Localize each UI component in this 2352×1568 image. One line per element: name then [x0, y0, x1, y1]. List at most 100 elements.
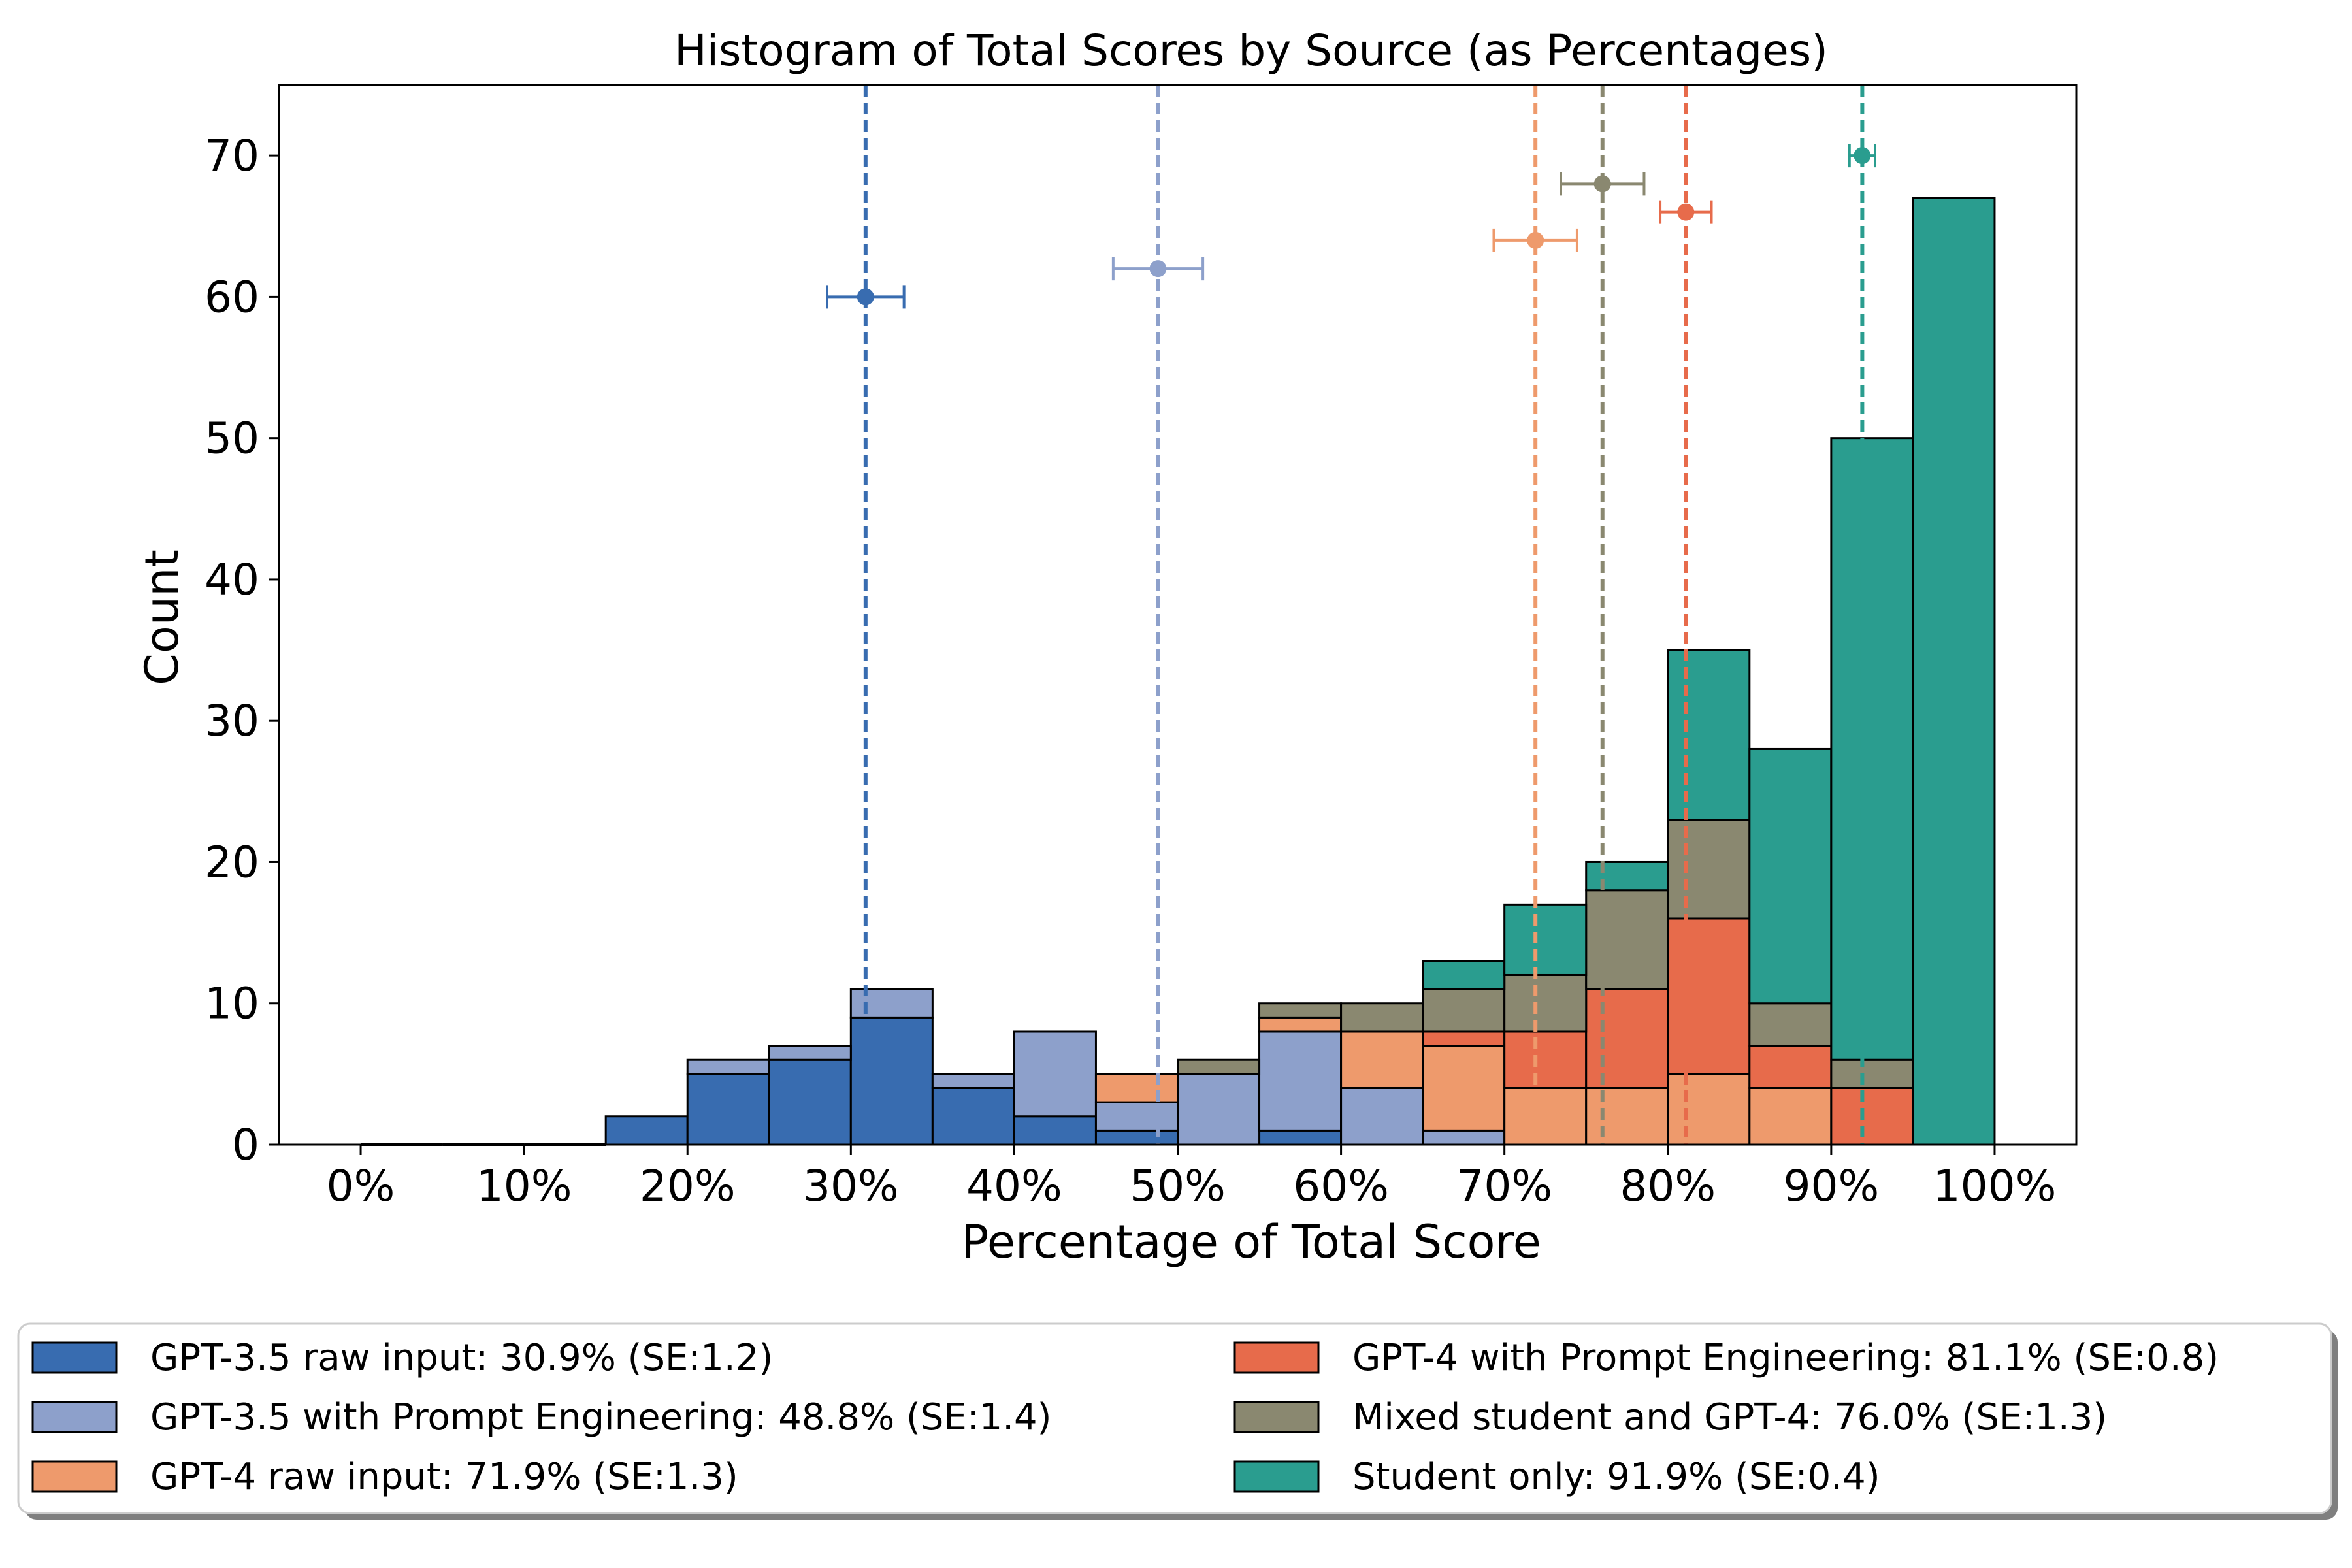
- y-tick-label: 20: [204, 837, 259, 887]
- y-tick-label: 10: [204, 979, 259, 1029]
- bar-gpt-4-raw-input: [1667, 1073, 1751, 1146]
- bar-student-only: [1503, 903, 1588, 976]
- legend-item-mixed-student-and-gpt-4: Mixed student and GPT-4: 76.0% (SE:1.3): [1233, 1396, 2107, 1439]
- legend-label: GPT-4 raw input: 71.9% (SE:1.3): [150, 1456, 738, 1498]
- legend-item-gpt-4-with-prompt-engineering: GPT-4 with Prompt Engineering: 81.1% (SE…: [1233, 1337, 2219, 1379]
- chart-title: Histogram of Total Scores by Source (as …: [674, 25, 1828, 76]
- y-axis-label: Count: [135, 549, 189, 685]
- bar-mixed-student-and-gpt-4: [1340, 1002, 1424, 1033]
- mean-marker: [1593, 175, 1611, 193]
- x-tick-label: 40%: [966, 1161, 1062, 1211]
- bar-gpt-3-5-with-prompt-engineering: [1094, 1101, 1179, 1132]
- mean-marker: [1854, 147, 1871, 165]
- bar-gpt-3-5-with-prompt-engineering: [1258, 1030, 1343, 1132]
- x-tick-label: 70%: [1456, 1161, 1552, 1211]
- legend-item-gpt-4-raw-input: GPT-4 raw input: 71.9% (SE:1.3): [31, 1456, 738, 1498]
- legend: GPT-3.5 raw input: 30.9% (SE:1.2) GPT-3.5…: [17, 1322, 2338, 1520]
- bar-student-only: [1748, 747, 1833, 1005]
- legend-item-student-only: Student only: 91.9% (SE:0.4): [1233, 1456, 1880, 1498]
- series-student-only: [1422, 197, 1996, 1146]
- legend-swatch: [1233, 1460, 1320, 1493]
- bar-mixed-student-and-gpt-4: [1585, 889, 1669, 990]
- bar-gpt-4-with-prompt-engineering: [1585, 988, 1669, 1089]
- bar-gpt-4-with-prompt-engineering: [1830, 1086, 1914, 1146]
- bar-student-only: [1585, 860, 1669, 892]
- bar-student-only: [1912, 197, 1996, 1146]
- y-tick-label: 40: [204, 555, 259, 605]
- legend-swatch: [31, 1341, 118, 1374]
- y-tick-label: 60: [204, 272, 259, 322]
- bar-student-only: [1830, 437, 1914, 1061]
- y-axis-ticks: 0 10 20 30 40 50 60 70: [204, 131, 279, 1170]
- x-tick-label: 50%: [1130, 1161, 1226, 1211]
- mean-marker: [857, 288, 874, 306]
- bar-gpt-4-with-prompt-engineering: [1503, 1030, 1588, 1089]
- bar-gpt-4-raw-input: [1340, 1030, 1424, 1089]
- x-tick-label: 30%: [803, 1161, 899, 1211]
- y-tick-label: 0: [232, 1120, 259, 1170]
- mean-mixed-student-and-gpt-4: [1560, 85, 1646, 1145]
- mean-gpt-4-with-prompt-engineering: [1659, 85, 1713, 1145]
- bar-gpt-4-with-prompt-engineering: [1422, 1030, 1506, 1047]
- series-mixed-student-and-gpt-4: [1177, 819, 1914, 1089]
- x-axis-ticks: 0% 10% 20% 30% 40% 50% 60% 70% 80% 90% 100%: [327, 1145, 2057, 1211]
- bar-gpt-4-with-prompt-engineering: [1667, 917, 1751, 1075]
- bar-gpt-3-5-with-prompt-engineering: [1177, 1073, 1261, 1146]
- bar-gpt-3-5-raw-input: [1013, 1115, 1097, 1146]
- y-tick-label: 70: [204, 131, 259, 181]
- bar-gpt-3-5-with-prompt-engineering: [686, 1058, 770, 1075]
- y-tick-label: 50: [204, 414, 259, 464]
- bar-mixed-student-and-gpt-4: [1177, 1058, 1261, 1075]
- bar-student-only: [1422, 960, 1506, 990]
- bar-gpt-3-5-with-prompt-engineering: [768, 1045, 852, 1061]
- mean-marker: [1527, 231, 1544, 249]
- bar-mixed-student-and-gpt-4: [1422, 988, 1506, 1033]
- mean-gpt-4-raw-input: [1492, 85, 1578, 1145]
- bar-gpt-4-raw-input: [1748, 1086, 1833, 1146]
- mean-marker: [1149, 260, 1167, 278]
- bar-gpt-4-raw-input: [1422, 1045, 1506, 1132]
- x-tick-label: 80%: [1620, 1161, 1716, 1211]
- legend-swatch: [31, 1401, 118, 1433]
- legend-label: Student only: 91.9% (SE:0.4): [1352, 1456, 1880, 1498]
- mean-lines-layer: [826, 85, 1876, 1145]
- legend-items: GPT-3.5 raw input: 30.9% (SE:1.2) GPT-3.5…: [31, 1337, 2219, 1498]
- bar-mixed-student-and-gpt-4: [1503, 973, 1588, 1033]
- x-tick-label: 90%: [1784, 1161, 1880, 1211]
- x-tick-label: 100%: [1933, 1161, 2057, 1211]
- bar-gpt-3-5-with-prompt-engineering: [1340, 1086, 1424, 1146]
- legend-swatch: [1233, 1401, 1320, 1433]
- bar-gpt-4-raw-input: [1585, 1086, 1669, 1146]
- legend-swatch: [1233, 1341, 1320, 1374]
- legend-box: [17, 1322, 2332, 1514]
- bar-gpt-3-5-raw-input: [931, 1086, 1015, 1146]
- bar-gpt-3-5-raw-input: [1258, 1129, 1343, 1146]
- bar-gpt-4-raw-input: [1258, 1016, 1343, 1033]
- mean-student-only: [1848, 85, 1876, 1145]
- mean-marker: [1677, 203, 1695, 221]
- x-tick-label: 60%: [1293, 1161, 1389, 1211]
- legend-label: GPT-3.5 with Prompt Engineering: 48.8% (…: [150, 1396, 1052, 1439]
- bar-student-only: [1667, 649, 1751, 821]
- bars-layer: [361, 197, 1996, 1146]
- y-tick-label: 30: [204, 696, 259, 746]
- bar-mixed-student-and-gpt-4: [1748, 1002, 1833, 1047]
- bar-gpt-3-5-raw-input: [849, 1016, 934, 1146]
- legend-label: GPT-3.5 raw input: 30.9% (SE:1.2): [150, 1337, 773, 1379]
- bar-gpt-4-with-prompt-engineering: [1748, 1045, 1833, 1089]
- bar-gpt-4-raw-input: [1094, 1073, 1179, 1103]
- bar-gpt-3-5-with-prompt-engineering: [1013, 1030, 1097, 1118]
- bar-gpt-3-5-raw-input: [604, 1115, 689, 1146]
- bar-mixed-student-and-gpt-4: [1830, 1058, 1914, 1089]
- mean-gpt-3-5-raw-input: [826, 85, 906, 1145]
- x-tick-label: 0%: [327, 1161, 395, 1211]
- bar-gpt-3-5-with-prompt-engineering: [1422, 1129, 1506, 1146]
- bar-gpt-4-raw-input: [1503, 1086, 1588, 1146]
- x-tick-label: 20%: [640, 1161, 736, 1211]
- bar-mixed-student-and-gpt-4: [1667, 819, 1751, 920]
- mean-gpt-3-5-with-prompt-engineering: [1111, 85, 1205, 1145]
- bar-mixed-student-and-gpt-4: [1258, 1002, 1343, 1019]
- legend-item-gpt-3-5-with-prompt-engineering: GPT-3.5 with Prompt Engineering: 48.8% (…: [31, 1396, 1052, 1439]
- bar-gpt-3-5-raw-input: [686, 1073, 770, 1146]
